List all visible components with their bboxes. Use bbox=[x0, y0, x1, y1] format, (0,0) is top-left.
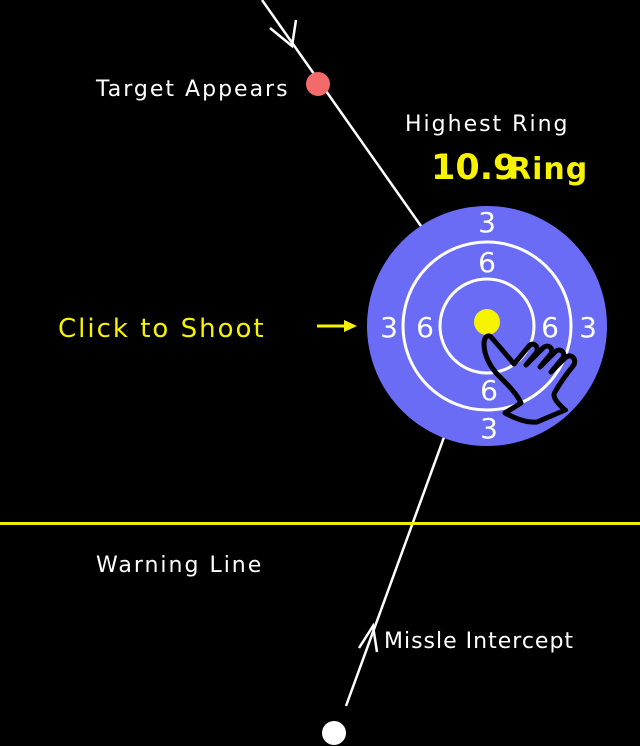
click-arrow-head bbox=[344, 320, 357, 332]
highest-ring-unit: Ring bbox=[508, 152, 588, 187]
outer-ring-number-right: 3 bbox=[579, 311, 597, 344]
warning-line-label: Warning Line bbox=[96, 553, 263, 578]
arrow-right-icon bbox=[317, 320, 357, 332]
warning-line bbox=[0, 522, 640, 525]
inner-ring-number-right: 6 bbox=[541, 311, 559, 344]
click-to-shoot-label: Click to Shoot bbox=[58, 314, 266, 344]
target-appears-marker bbox=[306, 72, 330, 96]
inner-ring-number-left: 6 bbox=[416, 311, 434, 344]
inner-ring-number-top: 6 bbox=[478, 246, 496, 279]
pointing-hand-icon bbox=[481, 333, 578, 425]
hand-cuff-line bbox=[503, 408, 568, 425]
missile-path-arrowhead-icon bbox=[357, 622, 379, 653]
hand-outline bbox=[481, 333, 578, 425]
missile-launch-marker bbox=[322, 721, 346, 745]
outer-ring-number-top: 3 bbox=[478, 206, 496, 239]
inner-ring-number-bottom: 6 bbox=[480, 374, 498, 407]
target-bullseye[interactable] bbox=[474, 309, 500, 335]
outer-ring-number-bottom: 3 bbox=[480, 412, 498, 445]
target-path-arrowhead-icon bbox=[269, 19, 298, 49]
highest-ring-title: Highest Ring bbox=[405, 112, 570, 137]
shooting-target[interactable]: 3 3 3 3 6 6 6 6 bbox=[367, 206, 607, 446]
outer-ring-number-left: 3 bbox=[380, 311, 398, 344]
target-ring-3 bbox=[401, 240, 573, 412]
target-ring-6 bbox=[438, 277, 536, 375]
missile-intercept-label: Missle Intercept bbox=[384, 629, 574, 654]
target-appears-label: Target Appears bbox=[95, 77, 290, 102]
highest-ring-value: 10.9 bbox=[431, 148, 517, 188]
